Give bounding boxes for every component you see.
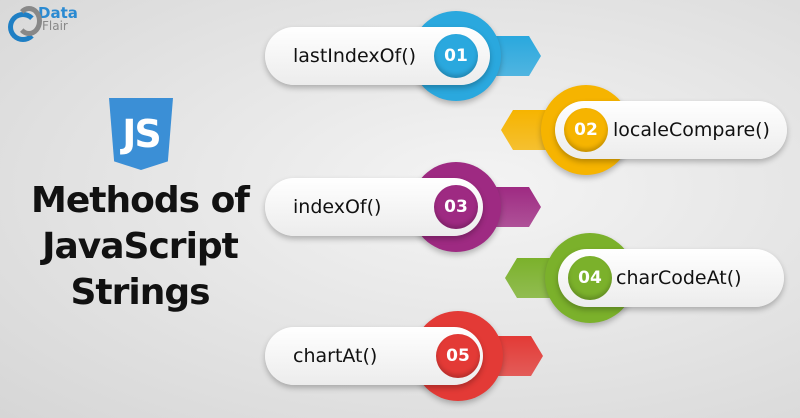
number-badge: 03 (434, 185, 478, 229)
method-label: charCodeAt() (616, 267, 742, 289)
number-badge: 01 (434, 34, 478, 78)
method-label: localeCompare() (613, 119, 770, 141)
number-badge: 05 (436, 334, 480, 378)
logo-text-data: Data (38, 4, 78, 22)
title-line: JavaScript (42, 226, 239, 267)
number-badge: 04 (568, 256, 612, 300)
number-badge: 02 (564, 108, 608, 152)
title-line: Methods of (31, 180, 250, 221)
page-title: Methods of JavaScript Strings (20, 178, 260, 316)
method-label: lastIndexOf() (293, 45, 417, 67)
dataflair-logo: Data Flair (6, 4, 78, 42)
logo-text-flair: Flair (42, 19, 68, 33)
title-line: Strings (70, 272, 210, 313)
method-label: indexOf() (293, 196, 382, 218)
javascript-shield-icon: JS (109, 98, 173, 170)
logo-icon (6, 4, 42, 42)
method-label: chartAt() (293, 345, 378, 367)
